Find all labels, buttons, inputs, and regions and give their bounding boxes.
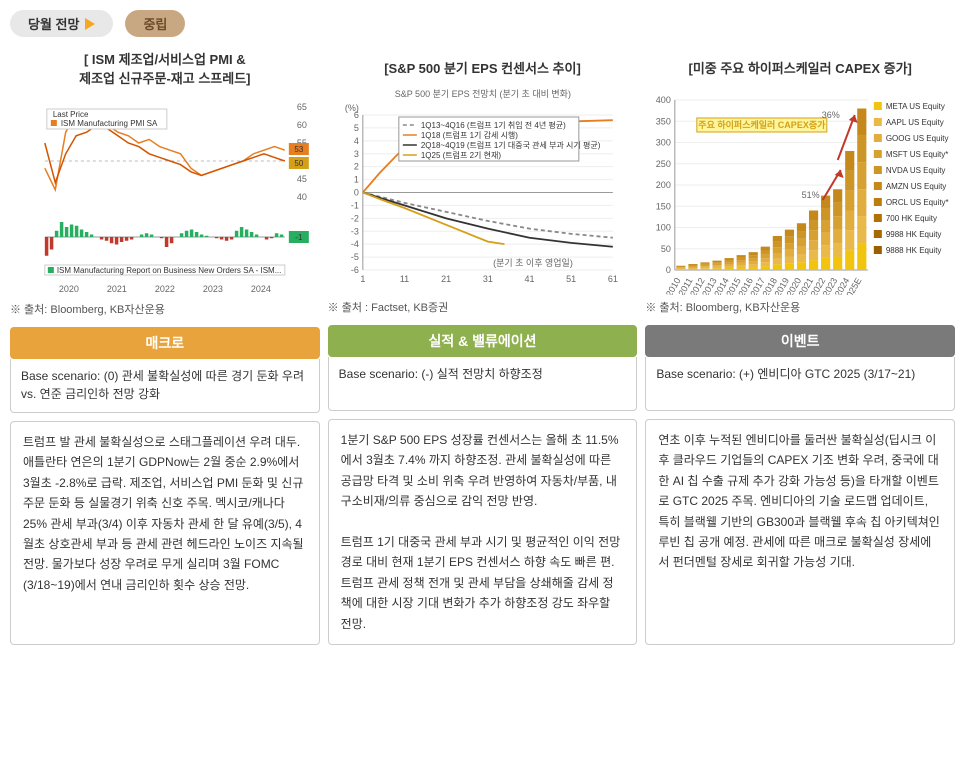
svg-text:Last Price: Last Price xyxy=(53,110,89,119)
svg-text:50: 50 xyxy=(661,244,671,254)
svg-text:S&P 500 분기 EPS 전망치 (분기 초 대비 변화: S&P 500 분기 EPS 전망치 (분기 초 대비 변화) xyxy=(394,88,570,99)
outlook-pill: 당월 전망 xyxy=(10,10,113,37)
section-header: 매크로 xyxy=(10,327,320,359)
svg-text:ORCL US Equity*: ORCL US Equity* xyxy=(886,198,949,207)
svg-text:0: 0 xyxy=(353,188,358,198)
scenario-box: Base scenario: (-) 실적 전망치 하향조정 xyxy=(328,357,638,411)
section-header: 이벤트 xyxy=(645,325,955,357)
svg-text:31: 31 xyxy=(483,274,493,284)
svg-text:9888 HK Equity: 9888 HK Equity xyxy=(886,246,942,255)
svg-text:350: 350 xyxy=(656,116,671,126)
svg-text:1Q18 (트럼프 1기 감세 시행): 1Q18 (트럼프 1기 감세 시행) xyxy=(421,130,518,140)
svg-text:AAPL US Equity: AAPL US Equity xyxy=(886,118,944,127)
svg-text:(분기 초 이후 영업일): (분기 초 이후 영업일) xyxy=(493,258,573,268)
svg-text:200: 200 xyxy=(656,180,671,190)
scenario-box: Base scenario: (+) 엔비디아 GTC 2025 (3/17~2… xyxy=(645,357,955,411)
play-icon xyxy=(85,18,95,30)
neutral-pill: 중립 xyxy=(125,10,185,37)
svg-text:1: 1 xyxy=(353,175,358,185)
svg-text:250: 250 xyxy=(656,159,671,169)
svg-text:40: 40 xyxy=(297,192,307,202)
svg-text:ISM Manufacturing Report on Bu: ISM Manufacturing Report on Business New… xyxy=(57,266,282,275)
column-0: [ ISM 제조업/서비스업 PMI & 제조업 신규주문-재고 스프레드] 40… xyxy=(10,49,320,645)
svg-text:2022: 2022 xyxy=(155,284,175,294)
svg-text:51%: 51% xyxy=(802,190,820,200)
svg-text:700 HK Equity: 700 HK Equity xyxy=(886,214,937,223)
svg-text:41: 41 xyxy=(524,274,534,284)
chart: S&P 500 분기 EPS 전망치 (분기 초 대비 변화)(%)-6-5-4… xyxy=(328,85,638,295)
svg-text:2020: 2020 xyxy=(59,284,79,294)
chart-title: [미중 주요 하이퍼스케일러 CAPEX 증가] xyxy=(645,49,955,85)
svg-text:GOOG US Equity: GOOG US Equity xyxy=(886,134,949,143)
svg-text:2024: 2024 xyxy=(251,284,271,294)
column-1: [S&P 500 분기 EPS 컨센서스 추이] S&P 500 분기 EPS 전… xyxy=(328,49,638,645)
svg-text:-1: -1 xyxy=(350,200,358,210)
svg-text:50: 50 xyxy=(294,159,303,168)
svg-text:MSFT US Equity*: MSFT US Equity* xyxy=(886,150,949,159)
body-box: 트럼프 발 관세 불확실성으로 스태그플레이션 우려 대두. 애틀란타 연은의 … xyxy=(10,421,320,645)
section-header: 실적 & 밸류에이션 xyxy=(328,325,638,357)
chart: 4045505560655350Last PriceISM Manufactur… xyxy=(10,87,320,297)
svg-text:AMZN US Equity: AMZN US Equity xyxy=(886,182,946,191)
svg-text:-3: -3 xyxy=(350,226,358,236)
scenario-box: Base scenario: (0) 관세 불확실성에 따른 경기 둔화 우려 … xyxy=(10,359,320,413)
chart-source: ※ 출처 : Factset, KB증권 xyxy=(328,299,638,315)
svg-text:-1: -1 xyxy=(295,233,303,242)
svg-text:60: 60 xyxy=(297,120,307,130)
chart-title: [ ISM 제조업/서비스업 PMI & 제조업 신규주문-재고 스프레드] xyxy=(10,49,320,87)
svg-text:-2: -2 xyxy=(350,213,358,223)
neutral-label: 중립 xyxy=(143,14,167,33)
svg-text:META US Equity: META US Equity xyxy=(886,102,945,111)
column-2: [미중 주요 하이퍼스케일러 CAPEX 증가] 0 50 100 150 200 250 3… xyxy=(645,49,955,645)
body-box: 1분기 S&P 500 EPS 성장률 컨센서스는 올해 초 11.5%에서 3… xyxy=(328,419,638,645)
svg-text:1Q13~4Q16 (트럼프 1기 취임 전 4년 평균): 1Q13~4Q16 (트럼프 1기 취임 전 4년 평균) xyxy=(421,120,566,130)
svg-text:-6: -6 xyxy=(350,265,358,275)
svg-text:65: 65 xyxy=(297,102,307,112)
svg-text:6: 6 xyxy=(353,110,358,120)
svg-text:5: 5 xyxy=(353,123,358,133)
svg-text:2023: 2023 xyxy=(203,284,223,294)
svg-text:ISM Manufacturing PMI SA: ISM Manufacturing PMI SA xyxy=(61,119,158,128)
body-box: 연초 이후 누적된 엔비디아를 둘러싼 불확실성(딥시크 이후 클라우드 기업들… xyxy=(645,419,955,645)
svg-text:45: 45 xyxy=(297,174,307,184)
svg-text:9988 HK Equity: 9988 HK Equity xyxy=(886,230,942,239)
svg-text:-4: -4 xyxy=(350,239,358,249)
svg-text:1: 1 xyxy=(360,274,365,284)
svg-text:1Q25 (트럼프 2기 현재): 1Q25 (트럼프 2기 현재) xyxy=(421,151,502,160)
chart-source: ※ 출처: Bloomberg, KB자산운용 xyxy=(645,299,955,315)
svg-text:36%: 36% xyxy=(822,110,840,120)
svg-text:2Q18~4Q19 (트럼프 1기 대중국 관세 부과 시기: 2Q18~4Q19 (트럼프 1기 대중국 관세 부과 시기 평균) xyxy=(421,140,601,150)
outlook-label: 당월 전망 xyxy=(28,14,79,33)
svg-text:2: 2 xyxy=(353,162,358,172)
svg-text:NVDA US Equity: NVDA US Equity xyxy=(886,166,946,175)
svg-text:-5: -5 xyxy=(350,252,358,262)
svg-text:300: 300 xyxy=(656,138,671,148)
svg-text:2021: 2021 xyxy=(107,284,127,294)
svg-text:3: 3 xyxy=(353,149,358,159)
svg-text:주요 하이퍼스케일러 CAPEX증가: 주요 하이퍼스케일러 CAPEX증가 xyxy=(699,119,827,130)
svg-text:100: 100 xyxy=(656,223,671,233)
svg-text:21: 21 xyxy=(441,274,451,284)
svg-text:0: 0 xyxy=(666,265,671,275)
chart-source: ※ 출처: Bloomberg, KB자산운용 xyxy=(10,301,320,317)
svg-text:51: 51 xyxy=(566,274,576,284)
svg-text:4: 4 xyxy=(353,136,358,146)
svg-text:11: 11 xyxy=(400,274,409,284)
chart: 0501001502002503003504002010201120122013… xyxy=(645,85,955,295)
svg-text:53: 53 xyxy=(294,145,303,154)
chart-title: [S&P 500 분기 EPS 컨센서스 추이] xyxy=(328,49,638,85)
svg-text:150: 150 xyxy=(656,201,671,211)
svg-text:400: 400 xyxy=(656,95,671,105)
svg-text:61: 61 xyxy=(608,274,618,284)
